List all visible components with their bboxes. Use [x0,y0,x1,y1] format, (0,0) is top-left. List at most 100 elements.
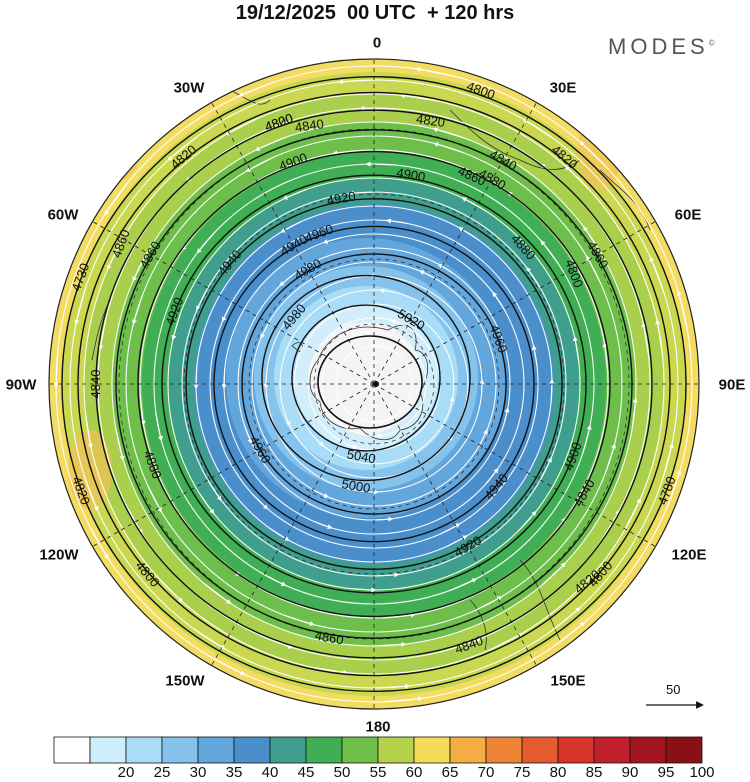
lon-label-30w: 30W [173,79,205,97]
colorbar-tick-label: 80 [549,764,567,781]
streamline-arrow [351,348,359,353]
streamline-arrow [540,240,559,264]
streamline-arrow [238,81,277,97]
streamline-arrow [221,368,227,390]
streamline-arrow [171,314,181,341]
streamline-arrow [549,378,555,403]
wind-reference-value: 50 [666,682,681,697]
streamline-arrow [254,136,287,151]
colorbar-tick-label: 45 [297,764,315,781]
contour-label: 4900 [395,165,426,185]
streamline-arrow [385,218,408,225]
streamline-arrow [88,523,109,560]
streamline-arrow [167,136,198,161]
streamline-arrow [448,637,482,651]
copyright-mark: © [708,38,715,48]
coastline [291,342,303,353]
streamline-arrow [583,225,603,255]
coastline [599,169,651,231]
height-contour [185,198,563,570]
streamline-arrow [251,493,269,510]
streamline-arrow [473,596,503,612]
parallel [183,193,565,575]
streamline-arrow [53,347,59,389]
streamline-arrow [666,469,682,509]
streamline-arrow [531,344,538,367]
colorbar-segment [665,736,703,764]
colorbar-segment [305,736,343,764]
parallel [118,128,630,640]
colorbar-tick-label: 55 [369,764,387,781]
streamline-arrow [192,627,226,650]
streamline-arrow [311,666,349,675]
lon-label-30e: 30E [549,79,577,97]
streamline-arrow [313,489,329,498]
meridian [211,383,375,666]
lon-label-150w: 150W [165,672,205,690]
lon-label-0: 0 [372,34,382,52]
streamline-arrow [649,256,665,293]
height-contour [241,253,507,515]
meridian [373,383,537,666]
height-contour [291,304,441,452]
meridian [92,383,375,547]
contour-label: 5000 [340,476,371,496]
streamline-arrow [84,411,93,449]
colorbar-segment [413,736,451,764]
streamline-arrow [623,497,641,532]
colorbar-segment [89,736,127,764]
streamline-arrow [372,641,407,647]
colorbar [53,736,703,764]
streamline-arrow [98,315,108,351]
streamline-arrow [385,612,416,619]
streamline-arrow [332,149,363,156]
colorbar-segment [53,736,91,764]
contour-label: 4840 [88,370,103,399]
graticule [49,59,699,709]
colorbar-tick-label: 60 [405,764,423,781]
meridian [373,221,656,385]
streamline-arrow [582,424,592,453]
streamline-arrow [631,397,638,432]
height-contour [161,174,587,594]
streamline-arrow [196,287,209,311]
lon-label-60w: 60W [47,206,79,224]
height-contours [61,75,687,693]
streamline-arrow [399,93,437,102]
colorbar-segment [269,736,307,764]
contour-labels: 4800478048204730482048004800482048004840… [68,78,678,656]
colorbar-segment [125,736,163,764]
colorbar-tick-label: 70 [477,764,495,781]
meridian [211,102,375,385]
colorbar-tick-label: 85 [585,764,603,781]
parallel [313,323,435,445]
brand-logo: MODES© [608,34,715,60]
streamline-arrow [348,190,375,196]
streamline-arrow [661,443,674,481]
colorbar-segment [161,736,199,764]
height-contour [213,225,535,543]
lon-label-120e: 120E [671,546,707,564]
streamline-arrow [314,437,324,447]
height-contour [137,150,611,618]
streamline-arrow [280,220,302,233]
colorbar-tick-label: 50 [333,764,351,781]
colorbar-segment [233,736,271,764]
streamline-arrow [458,227,479,241]
streamline-arrow [382,696,424,703]
contour-label: 4840 [294,116,325,135]
coastline [309,324,429,440]
streamline-arrow [207,479,222,502]
streamline-arrow [449,396,455,409]
height-contour [317,335,423,429]
colorbar-segment [197,736,235,764]
streamline-arrow [260,572,287,586]
streamline-arrow [132,293,144,325]
streamline-arrow [365,161,395,167]
streamline-arrow [282,188,308,200]
contour-label: 4920 [326,188,357,208]
streamline-arrow [676,290,688,331]
streamline-arrow [526,266,541,289]
streamline-arrow [440,523,461,535]
streamline-arrow [485,467,499,485]
